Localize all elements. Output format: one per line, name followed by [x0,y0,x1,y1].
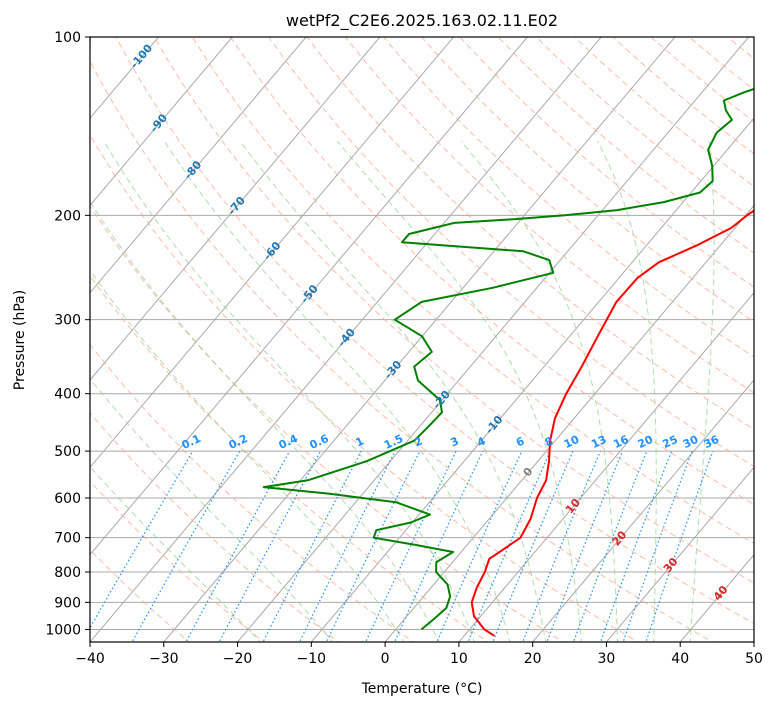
moist-adiabat-line [90,378,334,642]
x-tick-label: −30 [149,651,179,667]
moist-adiabat-line [239,141,547,642]
mixing-ratio-line [218,450,322,642]
isotherm-line [163,37,676,642]
mixing-ratio-label: 16 [611,433,631,451]
x-tick-label: 0 [381,651,390,667]
x-tick-label: 10 [450,651,468,667]
mixing-ratio-line [90,450,194,629]
dry-adiabat-line [344,37,754,394]
mixing-ratio-label: 36 [702,433,722,451]
mixing-ratio-line [572,450,648,642]
isotherm-line [90,37,602,642]
isotherm-line [236,37,750,642]
y-tick-label: 400 [54,387,81,403]
dry-adiabat-line [383,37,754,358]
y-axis-title: Pressure (hPa) [12,290,28,390]
mixing-ratio-label: 25 [660,433,679,451]
dewpoint-profile-line [262,87,754,631]
isotherm-line [90,37,455,469]
x-axis-title: Temperature (°C) [361,681,483,697]
dry-adiabat-line [90,275,490,642]
x-tick-label: −40 [75,651,105,667]
y-tick-label: 1000 [45,622,81,638]
mixing-ratio-line [393,450,484,642]
y-tick-label: 100 [54,30,81,46]
isotherm-line [90,37,381,381]
x-tick-label: 50 [745,651,763,667]
plot-frame [89,36,755,643]
x-tick-label: −10 [297,651,327,667]
y-tick-label: 800 [54,565,81,581]
mixing-ratio-line [546,450,624,642]
y-tick-label: 700 [54,531,81,547]
y-tick-label: 200 [54,208,81,224]
mixing-ratio-line [645,450,714,642]
mixing-ratio-line [262,450,362,642]
x-tick-label: −20 [223,651,253,667]
isotherm-line [90,37,233,207]
x-tick-label: 30 [598,651,616,667]
y-tick-label: 500 [54,444,81,460]
dry-adiabat-line [90,134,639,642]
moist-adiabat-line [90,269,405,642]
isotherm-line [605,466,754,642]
x-tick-label: 40 [671,651,689,667]
mixing-ratio-line [622,450,693,642]
dry-adiabat-line [90,549,190,642]
moist-adiabat-line [103,141,476,642]
y-tick-label: 300 [54,313,81,329]
chart-title: wetPf2_C2E6.2025.163.02.11.E02 [286,11,558,31]
mixing-ratio-label: 10 [562,433,582,451]
isotherm-line [532,379,754,642]
moist-adiabat-line [460,140,619,642]
moist-adiabat-line [163,141,511,642]
moist-adiabat-line [597,141,657,642]
mixing-ratio-label: 20 [636,433,656,451]
moist-adiabat-line [689,141,715,642]
moist-adiabat-line [337,140,583,642]
x-tick-label: 20 [524,651,542,667]
isotherm-line [90,37,307,294]
moist-adiabat-line [90,200,440,642]
mixing-ratio-line [599,450,673,642]
moist-adiabat-line [90,465,262,642]
dry-adiabat-line [90,343,415,642]
mixing-ratio-label: 30 [681,433,701,451]
dry-adiabat-line [421,37,754,323]
mixing-ratio-line [492,450,574,642]
y-tick-label: 600 [54,491,81,507]
y-tick-label: 900 [54,595,81,611]
temperature-profile-line [470,209,754,637]
mixing-ratio-line [522,450,601,642]
isotherm-line [90,37,529,556]
mixing-ratio-label: 13 [589,433,608,451]
dry-adiabat-line [90,60,714,642]
isotherm-line [384,204,754,642]
mixing-ratio-line [365,450,457,642]
